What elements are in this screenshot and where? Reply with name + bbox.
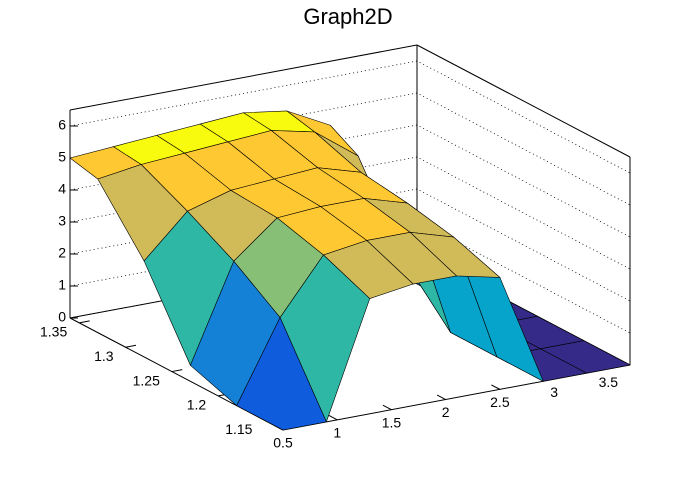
y-tick bbox=[79, 320, 90, 324]
x-tick-label: 1 bbox=[333, 425, 341, 441]
z-tick-label: 6 bbox=[58, 117, 66, 133]
y-tick-label: 1.3 bbox=[94, 348, 114, 364]
z-tick-label: 5 bbox=[58, 149, 66, 165]
x-tick-label: 2.5 bbox=[490, 394, 510, 410]
x-tick-label: 3 bbox=[550, 384, 558, 400]
chart-title: Graph2D bbox=[303, 4, 392, 29]
y-tick-label: 1.15 bbox=[225, 421, 252, 437]
y-tick-label: 1.2 bbox=[187, 397, 207, 413]
x-tick bbox=[436, 394, 446, 400]
y-tick bbox=[125, 344, 137, 348]
z-tick-label: 1 bbox=[58, 277, 66, 293]
x-tick bbox=[328, 414, 338, 421]
x-tick-label: 1.5 bbox=[382, 414, 402, 430]
y-tick-label: 1.35 bbox=[40, 324, 67, 340]
y-tick-label: 1.25 bbox=[133, 372, 160, 388]
z-tick-label: 2 bbox=[58, 245, 66, 261]
y-tick bbox=[171, 369, 183, 373]
x-tick-label: 2 bbox=[442, 404, 450, 420]
x-tick-label: 3.5 bbox=[599, 374, 619, 390]
z-tick-label: 0 bbox=[58, 309, 66, 325]
x-tick-label: 0.5 bbox=[273, 435, 293, 451]
z-tick-label: 4 bbox=[58, 181, 66, 197]
z-tick-label: 3 bbox=[58, 213, 66, 229]
axis-frame bbox=[69, 44, 418, 111]
surface-cell bbox=[236, 316, 327, 431]
axis-frame bbox=[416, 44, 631, 158]
x-tick bbox=[382, 404, 392, 411]
x-tick bbox=[491, 384, 501, 390]
